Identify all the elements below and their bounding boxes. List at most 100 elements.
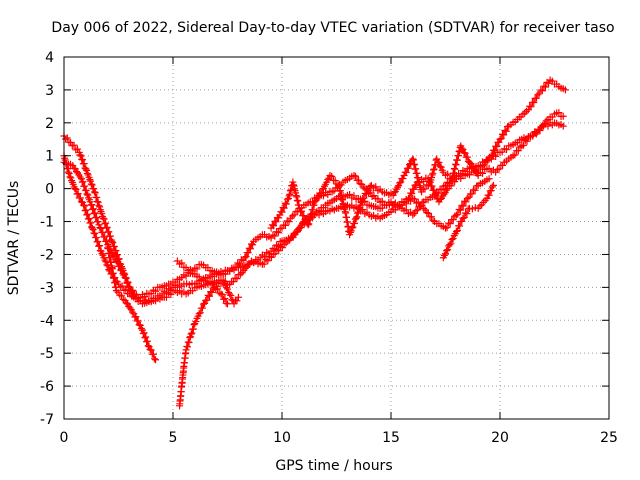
data-point (286, 190, 294, 198)
data-point (118, 282, 126, 290)
data-point (354, 209, 362, 217)
data-point (500, 131, 508, 139)
data-point (129, 308, 137, 316)
data-point (465, 193, 473, 201)
data-point (430, 166, 438, 174)
data-point (305, 220, 313, 228)
data-point (64, 168, 72, 176)
data-point (300, 212, 308, 220)
data-point (242, 253, 250, 261)
data-point (409, 211, 417, 219)
data-point (453, 227, 461, 235)
chart-title: Day 006 of 2022, Sidereal Day-to-day VTE… (51, 20, 614, 36)
data-point (116, 262, 124, 270)
data-point (306, 215, 314, 223)
data-point (117, 266, 125, 274)
y-tick-label: -5 (40, 346, 54, 362)
data-point (136, 321, 144, 329)
data-point (241, 264, 249, 272)
data-point (413, 206, 421, 214)
data-point (101, 220, 109, 228)
data-point (314, 193, 322, 201)
data-point (495, 138, 503, 146)
data-point (485, 175, 493, 183)
data-point (275, 247, 283, 255)
data-point (62, 135, 70, 143)
data-point (93, 193, 101, 201)
data-point (142, 333, 150, 341)
data-point (399, 174, 407, 182)
data-point (86, 176, 94, 184)
data-point (124, 279, 132, 287)
data-point (281, 199, 289, 207)
y-axis-label: SDTVAR / TECUs (6, 181, 22, 296)
data-point (350, 219, 358, 227)
data-point (454, 210, 462, 218)
data-point (529, 131, 537, 139)
data-point (241, 254, 249, 262)
data-point (193, 265, 201, 273)
data-point (205, 292, 213, 300)
data-point (559, 122, 567, 130)
data-point (430, 165, 438, 173)
x-tick-label: 5 (169, 430, 178, 446)
data-point (485, 191, 493, 199)
data-point (511, 151, 519, 159)
data-point (348, 224, 356, 232)
data-point (80, 160, 88, 168)
data-point (152, 287, 160, 295)
data-point (88, 181, 96, 189)
data-point (281, 221, 289, 229)
data-point (91, 230, 99, 238)
data-point (493, 143, 501, 151)
y-tick-label: 0 (45, 182, 54, 198)
data-point (186, 334, 194, 342)
data-point (83, 211, 91, 219)
data-point (492, 152, 500, 160)
data-point (65, 169, 73, 177)
data-point (226, 290, 234, 298)
data-point (538, 87, 546, 95)
data-point (530, 98, 538, 106)
data-point (489, 181, 497, 189)
data-point (233, 275, 241, 283)
data-point (87, 177, 95, 185)
data-point (491, 147, 499, 155)
data-point (89, 226, 97, 234)
data-point (349, 223, 357, 231)
data-point (459, 202, 467, 210)
data-point (234, 293, 242, 301)
data-point (88, 224, 96, 232)
data-point (143, 337, 151, 345)
data-point (432, 190, 440, 198)
data-point (192, 318, 200, 326)
data-point (317, 190, 325, 198)
data-point (443, 224, 451, 232)
data-point (66, 173, 74, 181)
data-point (98, 250, 106, 258)
data-point (210, 281, 218, 289)
data-point (397, 178, 405, 186)
data-point (102, 219, 110, 227)
data-point (88, 201, 96, 209)
data-point (83, 190, 91, 198)
data-point (503, 146, 511, 154)
data-point (310, 201, 318, 209)
data-point (221, 270, 229, 278)
data-point (83, 166, 91, 174)
y-tick-label: -6 (40, 379, 54, 395)
data-point (421, 185, 429, 193)
data-point (76, 151, 84, 159)
data-point (452, 227, 460, 235)
data-point (249, 241, 257, 249)
data-point (459, 214, 467, 222)
data-point (429, 169, 437, 177)
data-point (271, 232, 279, 240)
data-point (196, 309, 204, 317)
data-point (423, 209, 431, 217)
data-point (461, 149, 469, 157)
data-point (309, 206, 317, 214)
data-point (260, 260, 268, 268)
data-point (134, 317, 142, 325)
